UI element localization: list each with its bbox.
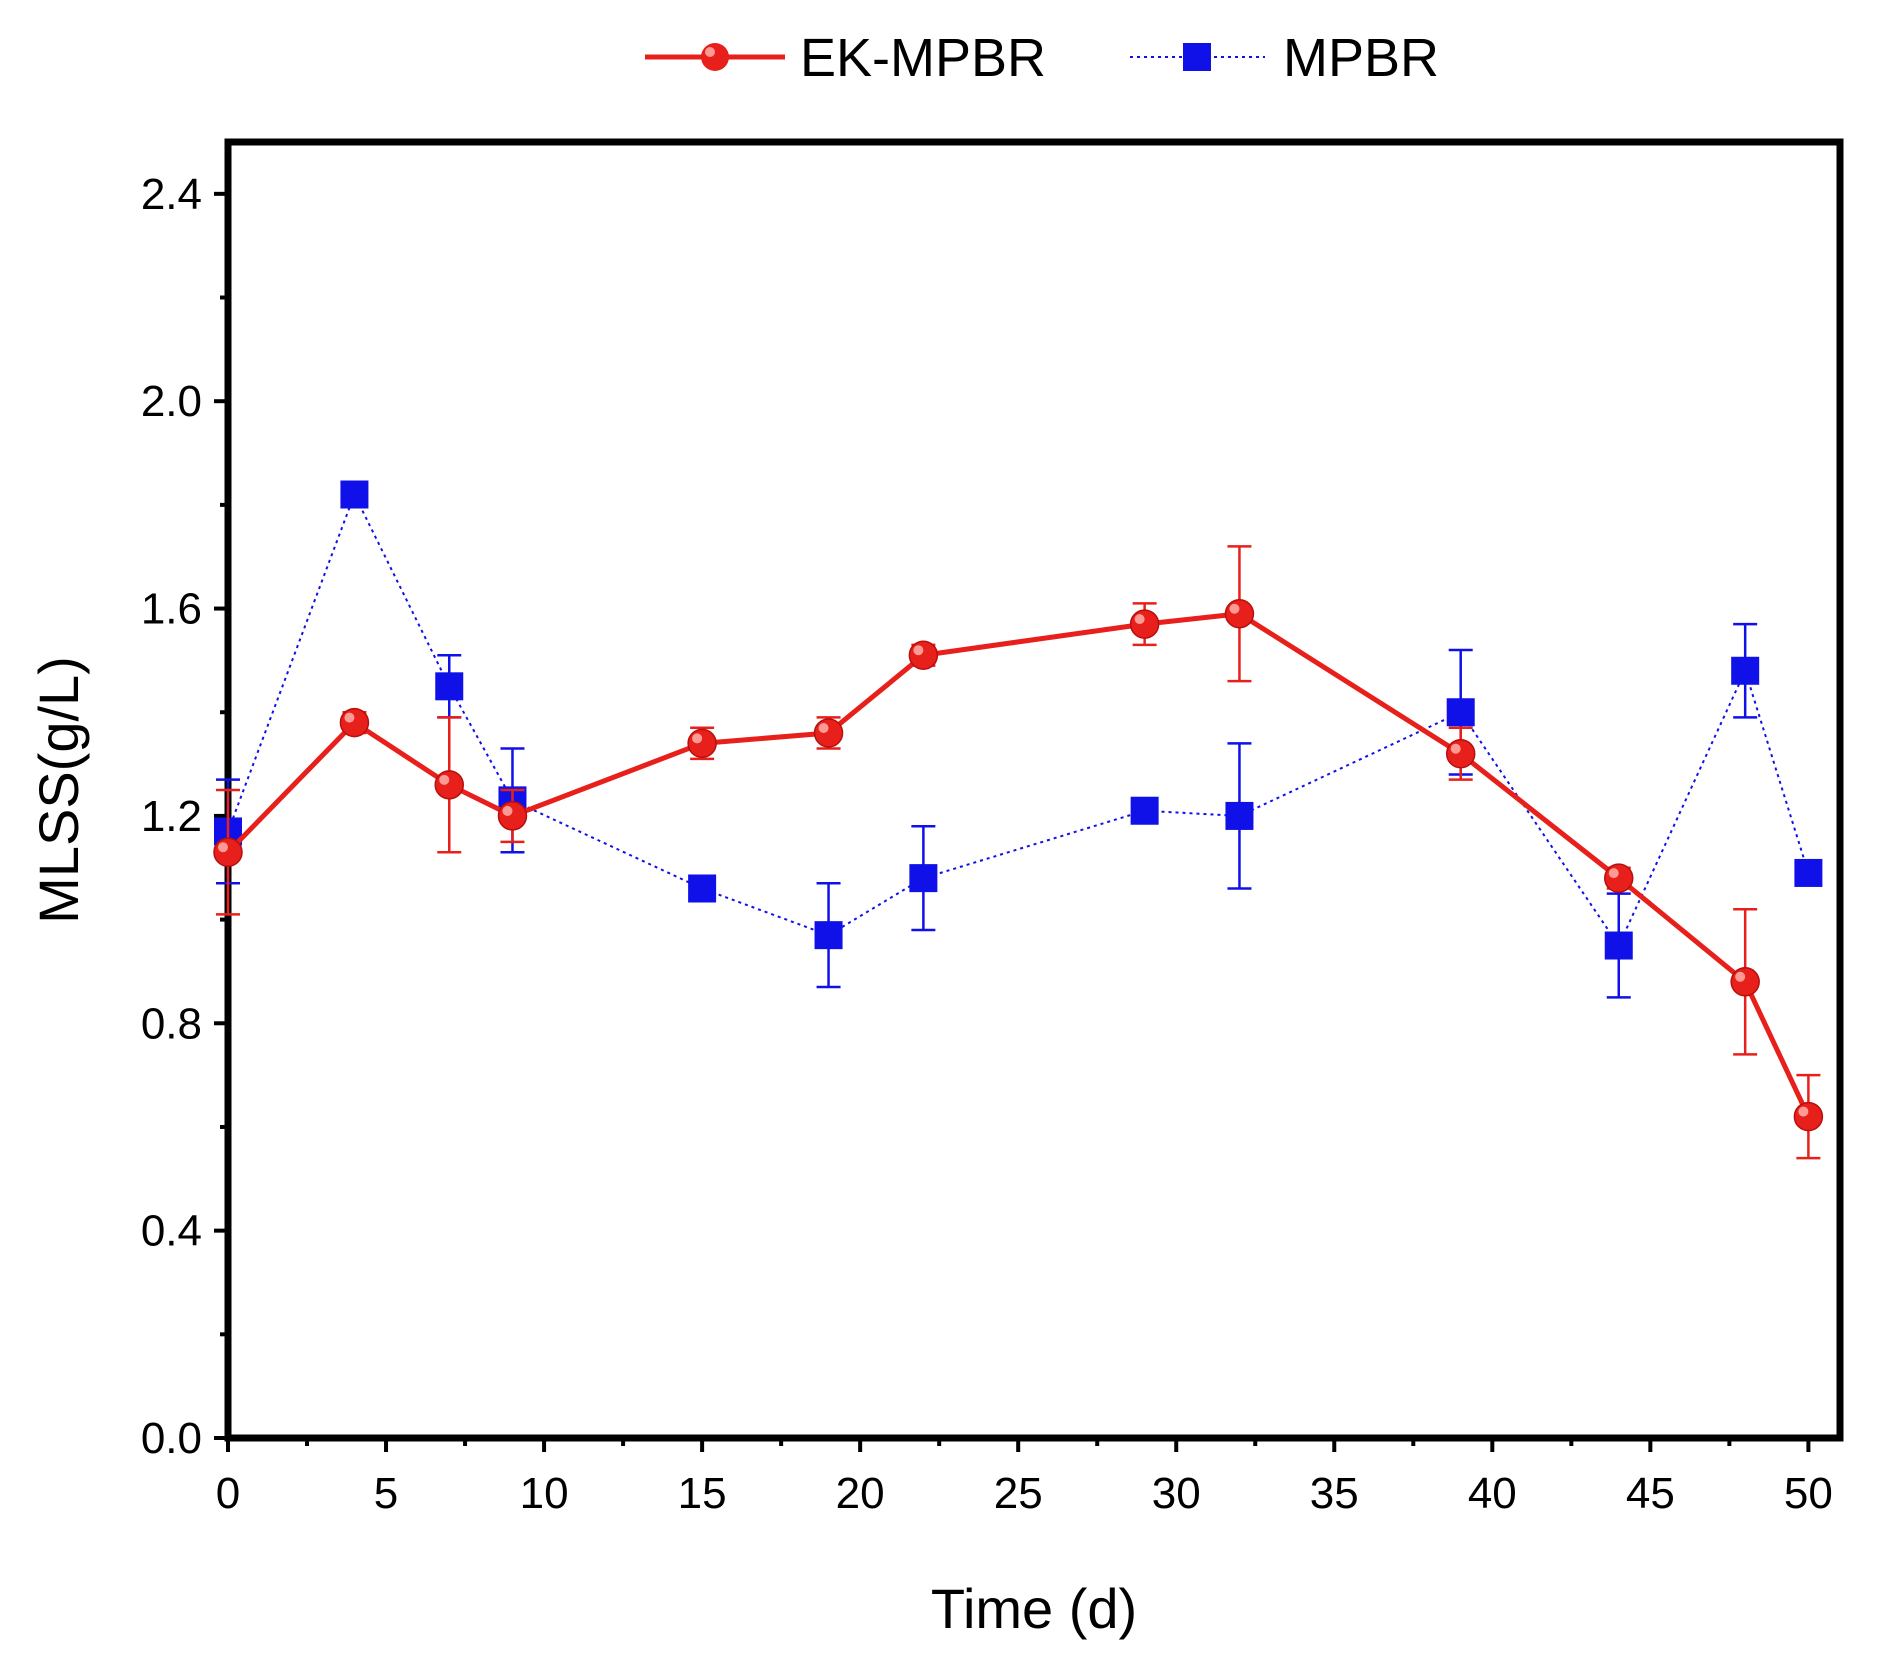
ek-mpbr-point: [1793, 1101, 1824, 1132]
y-tick-label: 2.0: [141, 377, 202, 426]
legend-mpbr-marker: [1183, 43, 1211, 71]
legend-mpbr-label: MPBR: [1283, 28, 1439, 88]
ek-mpbr-point: [1129, 609, 1160, 639]
ek-mpbr-point-highlight: [439, 774, 450, 785]
x-tick-label: 50: [1784, 1469, 1833, 1518]
mpbr-point: [1225, 801, 1254, 830]
ek-mpbr-point: [813, 718, 844, 748]
x-tick-label: 5: [374, 1469, 398, 1518]
mpbr-point: [1446, 698, 1475, 727]
x-axis-title: Time (d): [931, 1577, 1137, 1640]
ek-mpbr-point: [908, 640, 939, 670]
ek-mpbr-point: [339, 707, 370, 738]
y-axis: 0.0 0.4 0.8 1.2 1.6 2.0 2.4: [141, 170, 228, 1463]
ek-mpbr-point: [434, 770, 465, 800]
legend-ek-mpbr-marker: [701, 43, 729, 71]
ek-mpbr-point-highlight: [1798, 1106, 1809, 1117]
x-tick-label: 35: [1310, 1469, 1359, 1518]
x-tick-label: 0: [216, 1469, 240, 1518]
y-tick-label: 1.6: [141, 585, 202, 634]
series-ek-mpbr: [213, 545, 1824, 1160]
series-mpbr: [214, 480, 1823, 999]
ek-mpbr-point-highlight: [692, 733, 703, 744]
ek-mpbr-point: [213, 837, 243, 867]
ek-mpbr-point: [1445, 738, 1476, 769]
ek-mpbr-point-highlight: [1735, 971, 1746, 982]
ek-mpbr-point-highlight: [1608, 868, 1619, 879]
x-tick-label: 30: [1152, 1469, 1201, 1518]
x-tick-label: 25: [994, 1469, 1043, 1518]
ek-mpbr-point-highlight: [218, 842, 228, 853]
legend-ek-mpbr-marker-highlight: [705, 47, 715, 57]
mpbr-point: [435, 672, 464, 701]
x-tick-label: 10: [520, 1469, 569, 1518]
mpbr-point: [814, 921, 843, 950]
y-tick-label: 0.4: [141, 1207, 202, 1256]
ek-mpbr-point-highlight: [502, 805, 513, 816]
mpbr-point: [1794, 858, 1823, 887]
y-tick-label: 0.8: [141, 999, 202, 1048]
x-tick-label: 20: [836, 1469, 885, 1518]
legend: EK-MPBR MPBR: [645, 28, 1439, 88]
y-tick-label: 2.4: [141, 170, 202, 219]
mpbr-point: [688, 874, 717, 903]
mpbr-line: [227, 492, 1810, 948]
mpbr-point: [340, 480, 369, 509]
series-layer: [213, 480, 1824, 1160]
ek-mpbr-line: [226, 611, 1811, 1118]
x-axis: 0 5 10 15 20 25 30 35 40 45 50: [216, 1438, 1833, 1518]
x-tick-label: 40: [1468, 1469, 1517, 1518]
ek-mpbr-point-highlight: [344, 712, 355, 723]
mpbr-point: [1130, 796, 1159, 825]
plot-frame: [224, 138, 1844, 1442]
mpbr-point: [1604, 931, 1633, 960]
y-tick-label: 1.2: [141, 792, 202, 841]
y-tick-label: 0.0: [141, 1414, 202, 1463]
ek-mpbr-point: [1730, 967, 1760, 997]
x-tick-label: 15: [678, 1469, 727, 1518]
ek-mpbr-point-highlight: [818, 722, 829, 733]
ek-mpbr-point: [1603, 863, 1634, 893]
mpbr-point: [1731, 656, 1760, 685]
ek-mpbr-point: [1224, 598, 1255, 629]
y-axis-title: MLSS(g/L): [27, 656, 90, 924]
mpbr-point: [909, 864, 938, 893]
ek-mpbr-point-highlight: [1450, 743, 1461, 754]
ek-mpbr-point-highlight: [1134, 614, 1145, 625]
ek-mpbr-point: [687, 728, 717, 759]
legend-ek-mpbr-label: EK-MPBR: [800, 28, 1046, 88]
ek-mpbr-point: [497, 801, 528, 831]
ek-mpbr-point-highlight: [913, 645, 924, 656]
ek-mpbr-point-highlight: [1229, 603, 1240, 614]
x-tick-label: 45: [1626, 1469, 1675, 1518]
